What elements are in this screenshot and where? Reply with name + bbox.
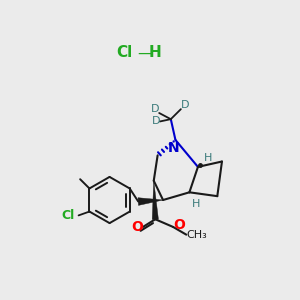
Text: CH₃: CH₃ [187,230,208,240]
Polygon shape [152,181,158,219]
Text: D: D [152,116,160,126]
Text: O: O [131,220,142,234]
Text: O: O [173,218,185,232]
Polygon shape [138,198,163,206]
Text: H: H [204,153,212,163]
Text: H: H [149,45,162,60]
Text: N: N [168,141,180,155]
Text: —: — [137,45,152,60]
Text: Cl: Cl [116,45,132,60]
Text: Cl: Cl [61,209,74,222]
Text: H: H [191,199,200,209]
Text: D: D [181,100,189,110]
Text: D: D [151,104,160,114]
